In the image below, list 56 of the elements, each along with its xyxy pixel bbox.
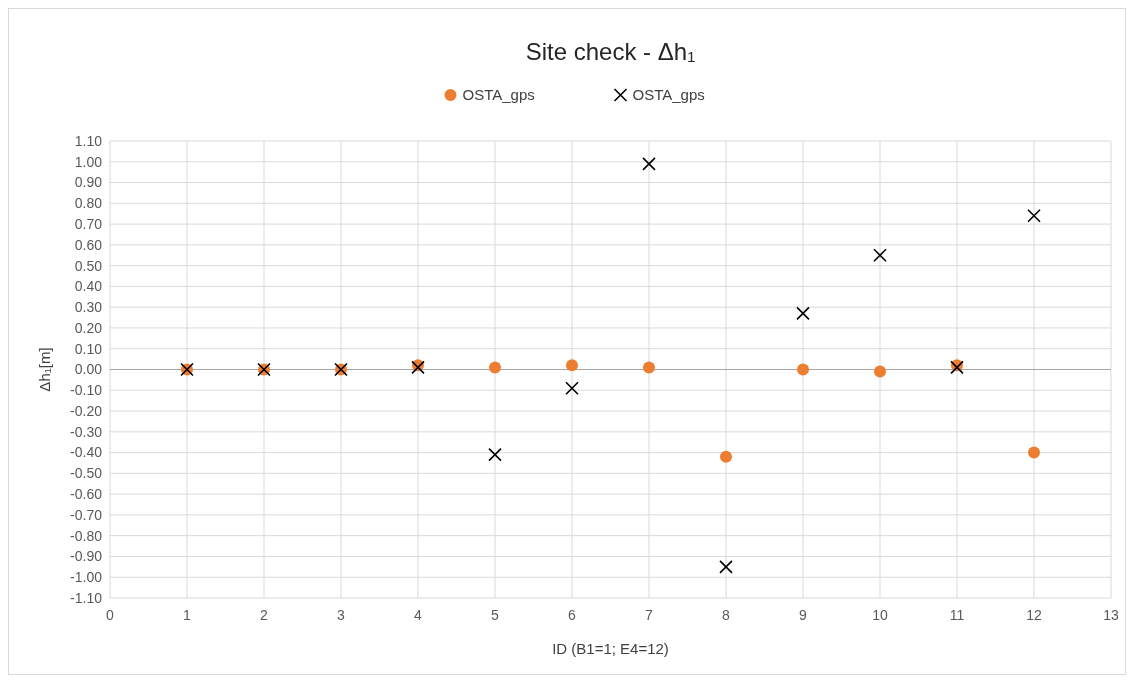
point	[797, 363, 809, 376]
y-tick-label: 0.80	[74, 195, 103, 212]
x-tick-label: 7	[645, 607, 654, 623]
legend-label: OSTA_gps	[632, 86, 705, 103]
point	[719, 560, 733, 574]
x-axis-title: ID (B1=1; E4=12)	[552, 640, 669, 657]
y-tick-label: 1.00	[74, 153, 103, 170]
y-tick-label: -1.00	[70, 569, 103, 586]
x-tick-label: 9	[799, 607, 808, 623]
y-tick-label: -0.10	[70, 382, 103, 399]
point	[796, 306, 810, 321]
y-tick-label: 0.50	[74, 257, 103, 274]
point	[1027, 208, 1041, 223]
y-tick-label: 0.60	[74, 236, 103, 253]
y-tick-label: -0.30	[70, 423, 103, 440]
y-tick-label: -0.70	[70, 506, 103, 523]
y-tick-label: 0.10	[74, 340, 103, 357]
point	[874, 365, 886, 378]
y-tick-label: -0.40	[70, 444, 103, 461]
y-tick-label: 0.20	[74, 319, 103, 336]
y-tick-label: -0.90	[70, 548, 103, 565]
point	[1028, 446, 1040, 459]
x-tick-label: 12	[1026, 607, 1042, 623]
point	[488, 447, 502, 462]
x-tick-label: 11	[949, 607, 965, 623]
y-tick-label: -0.20	[70, 402, 103, 419]
x-tick-label: 6	[568, 607, 577, 623]
point	[489, 361, 501, 374]
point	[643, 361, 655, 374]
x-tick-label: 3	[337, 607, 346, 623]
x-tick-label: 4	[414, 607, 423, 623]
x-tick-label: 0	[106, 607, 115, 623]
x-tick-label: 5	[491, 607, 500, 623]
point	[720, 450, 732, 463]
point	[565, 381, 579, 395]
y-axis-title: Δh₁[m]	[36, 347, 53, 392]
point	[642, 157, 656, 171]
y-tick-label: -0.80	[70, 527, 103, 544]
y-tick-label: 0.90	[74, 174, 103, 191]
y-tick-label: 1.10	[74, 132, 103, 149]
y-tick-label: -0.60	[70, 486, 103, 503]
x-tick-label: 8	[722, 607, 731, 623]
y-tick-label: 0.70	[74, 215, 103, 232]
point	[566, 359, 578, 372]
y-tick-label: 0.00	[74, 361, 103, 378]
y-tick-label: -0.50	[70, 465, 103, 482]
y-tick-label: 0.40	[74, 278, 103, 295]
x-tick-label: 13	[1103, 607, 1119, 623]
x-tick-label: 1	[183, 607, 192, 623]
point	[873, 248, 887, 263]
legend-label: OSTA_gps	[462, 86, 535, 103]
chart-title: Site check - Δh₁	[525, 38, 696, 65]
y-tick-label: 0.30	[74, 299, 103, 316]
y-tick-label: -1.10	[70, 589, 103, 606]
x-tick-label: 2	[260, 607, 269, 623]
x-tick-label: 10	[872, 607, 888, 623]
